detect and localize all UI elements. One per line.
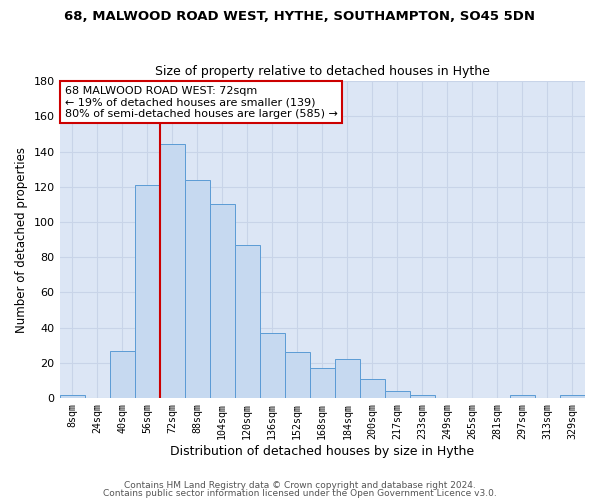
Title: Size of property relative to detached houses in Hythe: Size of property relative to detached ho… xyxy=(155,66,490,78)
Bar xyxy=(335,360,360,398)
Y-axis label: Number of detached properties: Number of detached properties xyxy=(15,146,28,332)
Bar xyxy=(560,394,585,398)
Bar xyxy=(385,391,410,398)
X-axis label: Distribution of detached houses by size in Hythe: Distribution of detached houses by size … xyxy=(170,444,475,458)
Bar xyxy=(185,180,209,398)
Text: Contains HM Land Registry data © Crown copyright and database right 2024.: Contains HM Land Registry data © Crown c… xyxy=(124,481,476,490)
Bar xyxy=(134,185,160,398)
Bar xyxy=(59,394,85,398)
Bar xyxy=(209,204,235,398)
Text: 68 MALWOOD ROAD WEST: 72sqm
← 19% of detached houses are smaller (139)
80% of se: 68 MALWOOD ROAD WEST: 72sqm ← 19% of det… xyxy=(65,86,338,119)
Bar xyxy=(410,394,435,398)
Bar xyxy=(310,368,335,398)
Text: Contains public sector information licensed under the Open Government Licence v3: Contains public sector information licen… xyxy=(103,488,497,498)
Bar xyxy=(360,378,385,398)
Bar xyxy=(160,144,185,398)
Text: 68, MALWOOD ROAD WEST, HYTHE, SOUTHAMPTON, SO45 5DN: 68, MALWOOD ROAD WEST, HYTHE, SOUTHAMPTO… xyxy=(65,10,536,23)
Bar xyxy=(285,352,310,398)
Bar xyxy=(110,350,134,398)
Bar xyxy=(510,394,535,398)
Bar xyxy=(235,245,260,398)
Bar xyxy=(260,333,285,398)
